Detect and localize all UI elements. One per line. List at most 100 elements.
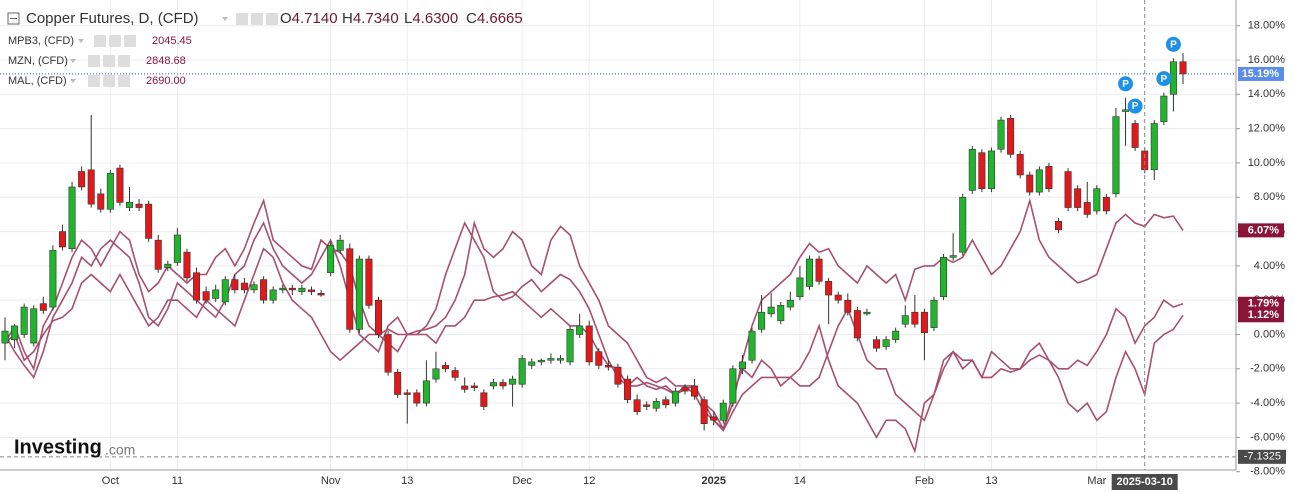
candle-body	[413, 392, 421, 404]
candle-body	[576, 325, 584, 335]
candle-body	[193, 272, 201, 301]
candle-body	[834, 294, 842, 301]
ohlc-value: 4.6300	[412, 10, 458, 27]
ohlc-key: C	[466, 10, 477, 27]
legend-icon[interactable]	[251, 13, 263, 25]
candle-body	[528, 361, 536, 366]
y-tick-label: -2.00%	[1250, 363, 1285, 375]
ohlc-label: H4.7340	[342, 10, 399, 27]
candle-body	[298, 287, 306, 292]
legend-icon[interactable]	[236, 13, 248, 25]
candle-body	[882, 339, 890, 347]
x-tick-label: Nov	[321, 475, 341, 487]
candle-body	[1122, 109, 1130, 112]
legend-icon[interactable]	[109, 35, 121, 47]
candle-body	[1, 330, 9, 344]
legend-icon[interactable]	[124, 35, 136, 47]
legend-icon[interactable]	[118, 75, 130, 87]
candle-body	[269, 289, 277, 301]
legend-icon[interactable]	[103, 55, 115, 67]
candle-body	[920, 311, 928, 334]
series-last-label-bg	[1238, 296, 1284, 311]
candle-body	[355, 258, 363, 330]
ohlc-value: 4.7340	[353, 10, 399, 27]
candle-body	[327, 244, 335, 274]
legend-icon[interactable]	[266, 13, 278, 25]
dropdown-arrow[interactable]	[222, 17, 228, 21]
candle-body	[691, 385, 699, 397]
candle-body	[758, 311, 766, 330]
y-tick-label: -4.00%	[1250, 397, 1285, 409]
candle-body	[815, 258, 823, 282]
candle-body	[307, 289, 315, 292]
dropdown-arrow[interactable]	[70, 59, 76, 63]
candle-body	[901, 315, 909, 325]
candle-body	[547, 358, 555, 361]
legend-icon[interactable]	[88, 75, 100, 87]
candle-body	[346, 248, 354, 330]
candle-body	[39, 303, 47, 311]
dropdown-arrow[interactable]	[78, 39, 84, 43]
legend-icon[interactable]	[88, 55, 100, 67]
event-marker[interactable]	[1156, 71, 1172, 87]
candle-body	[116, 167, 124, 203]
series-line	[4, 247, 1184, 454]
series-last-label: 1.12%	[1248, 309, 1279, 321]
watermark: Investing	[14, 436, 102, 458]
candle-body	[68, 186, 76, 250]
event-marker[interactable]	[1127, 98, 1143, 114]
legend-icon[interactable]	[94, 35, 106, 47]
candle-body	[279, 287, 287, 291]
candle-body	[1035, 169, 1043, 193]
candle-body	[825, 281, 833, 296]
candle-body	[1054, 220, 1062, 231]
series-line	[4, 197, 1184, 431]
y-tick-label: -8.00%	[1250, 466, 1285, 478]
collapse-icon[interactable]	[7, 12, 20, 25]
candle-body	[375, 299, 383, 335]
candle-body	[87, 169, 95, 205]
candle-body	[959, 196, 967, 253]
legend-icon[interactable]	[118, 55, 130, 67]
candle-body	[394, 371, 402, 395]
candle-body	[58, 231, 66, 248]
candle-body	[662, 399, 670, 406]
comparison-lines	[4, 197, 1184, 454]
candle-body	[336, 239, 344, 251]
candle-body	[844, 299, 852, 313]
candle-body	[738, 361, 746, 370]
candle-body	[30, 308, 38, 344]
candle-body	[805, 258, 813, 287]
candle-body	[681, 387, 689, 392]
candle-body	[1007, 118, 1015, 155]
candle-body	[1131, 123, 1139, 148]
candle-body	[940, 256, 948, 298]
candle-body	[221, 279, 229, 303]
candle-body	[873, 339, 881, 349]
candle-body	[1112, 116, 1120, 195]
event-marker[interactable]	[1165, 36, 1181, 52]
event-marker-label: P	[1161, 74, 1168, 85]
dropdown-arrow[interactable]	[70, 79, 76, 83]
y-tick-label: 16.00%	[1248, 54, 1286, 66]
crosshair-x-label-bg	[1111, 474, 1178, 490]
candle-body	[480, 392, 488, 407]
candle-body	[987, 150, 995, 189]
y-tick-label: 8.00%	[1254, 191, 1285, 203]
candle-body	[853, 310, 861, 339]
candles	[1, 53, 1187, 431]
legend-icon[interactable]	[103, 75, 115, 87]
y-tick-label: 12.00%	[1248, 123, 1286, 135]
series-last-label-bg	[1238, 308, 1284, 323]
candle-body	[154, 239, 162, 270]
watermark-suffix: .com	[105, 442, 135, 458]
candle-body	[78, 171, 86, 188]
candle-body	[126, 202, 134, 208]
event-marker[interactable]	[1118, 76, 1134, 92]
candle-body	[1141, 150, 1149, 171]
legend-series-name: MAL, (CFD)	[8, 75, 67, 87]
candle-body	[537, 359, 545, 363]
series-line	[4, 221, 1184, 431]
legend: Copper Futures, D, (CFD) O4.7140 H4.7340 L…	[7, 10, 523, 87]
